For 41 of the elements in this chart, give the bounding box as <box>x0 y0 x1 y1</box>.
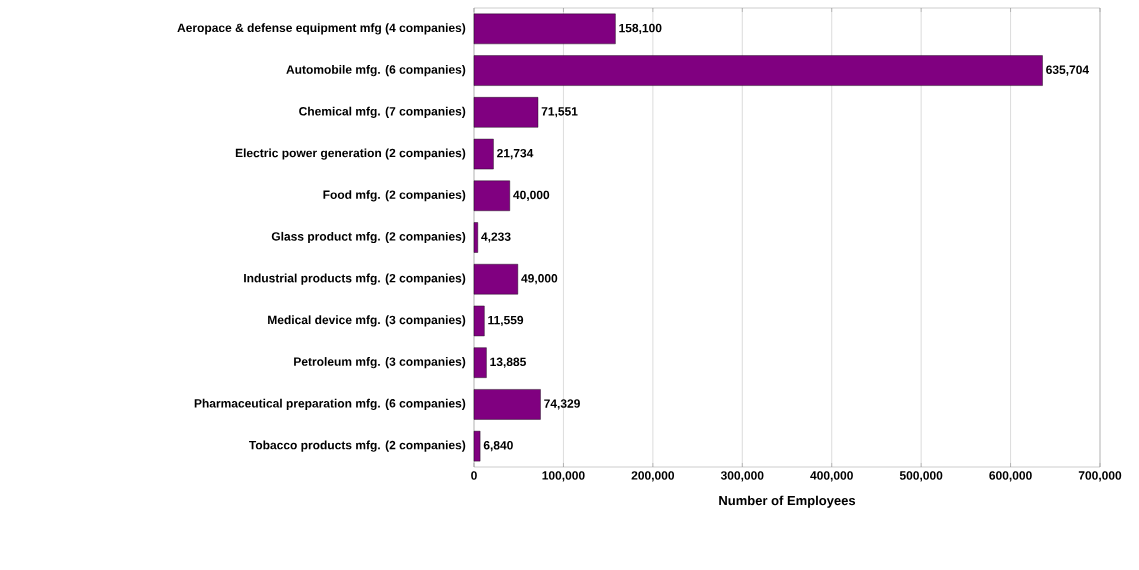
x-tick-label: 700,000 <box>1078 471 1122 482</box>
x-tick-label: 100,000 <box>542 471 585 482</box>
y-tick-label: Food mfg. (2 companies) <box>323 190 466 202</box>
data-label: 635,704 <box>1046 65 1089 76</box>
y-tick-label: Chemical mfg. (7 companies) <box>299 106 466 118</box>
x-tick-label: 300,000 <box>720 471 764 482</box>
y-tick-label: Aeropace & defense equipment mfg (4 companies) <box>177 23 466 35</box>
bar <box>473 305 485 337</box>
data-label: 49,000 <box>521 274 558 285</box>
bar <box>473 430 481 462</box>
y-tick-label: Electric power generation (2 companies) <box>235 148 466 160</box>
bar <box>473 222 478 253</box>
data-label: 71,551 <box>541 107 578 118</box>
y-tick-label: Medical device mfg. (3 companies) <box>268 315 466 327</box>
data-label: 21,734 <box>497 148 534 160</box>
x-tick-label: 500,000 <box>899 471 943 482</box>
y-tick-label: Pharmaceutical preparation mfg. (6 companies) <box>194 398 466 411</box>
y-tick-label: Industrial products mfg. (2 companies) <box>244 273 466 285</box>
bar <box>473 55 1043 86</box>
data-label: 6,840 <box>483 441 513 452</box>
x-tick-label: 200,000 <box>631 471 675 482</box>
data-label: 11,559 <box>488 315 524 327</box>
data-label: 158,100 <box>619 23 662 34</box>
x-tick-label: 400,000 <box>810 471 853 482</box>
bar <box>473 347 487 378</box>
y-tick-label: Glass product mfg. (2 companies) <box>271 231 466 244</box>
data-label: 13,885 <box>490 357 526 368</box>
data-label: 4,233 <box>481 232 511 243</box>
y-tick-label: Automobile mfg. (6 companies) <box>286 64 466 77</box>
bar <box>473 389 541 420</box>
bar <box>473 180 510 211</box>
data-label: 74,329 <box>544 399 580 410</box>
bar <box>473 264 519 295</box>
x-tick-label: 600,000 <box>989 471 1032 482</box>
y-tick-label: Petroleum mfg. (3 companies) <box>294 357 466 369</box>
bar <box>473 97 539 128</box>
x-axis-title: Number of Employees <box>719 495 856 508</box>
x-tick-label: 0 <box>471 471 477 480</box>
y-tick-label: Tobacco products mfg. (2 companies) <box>249 440 466 452</box>
data-label: 40,000 <box>513 190 550 201</box>
bar <box>473 138 494 170</box>
